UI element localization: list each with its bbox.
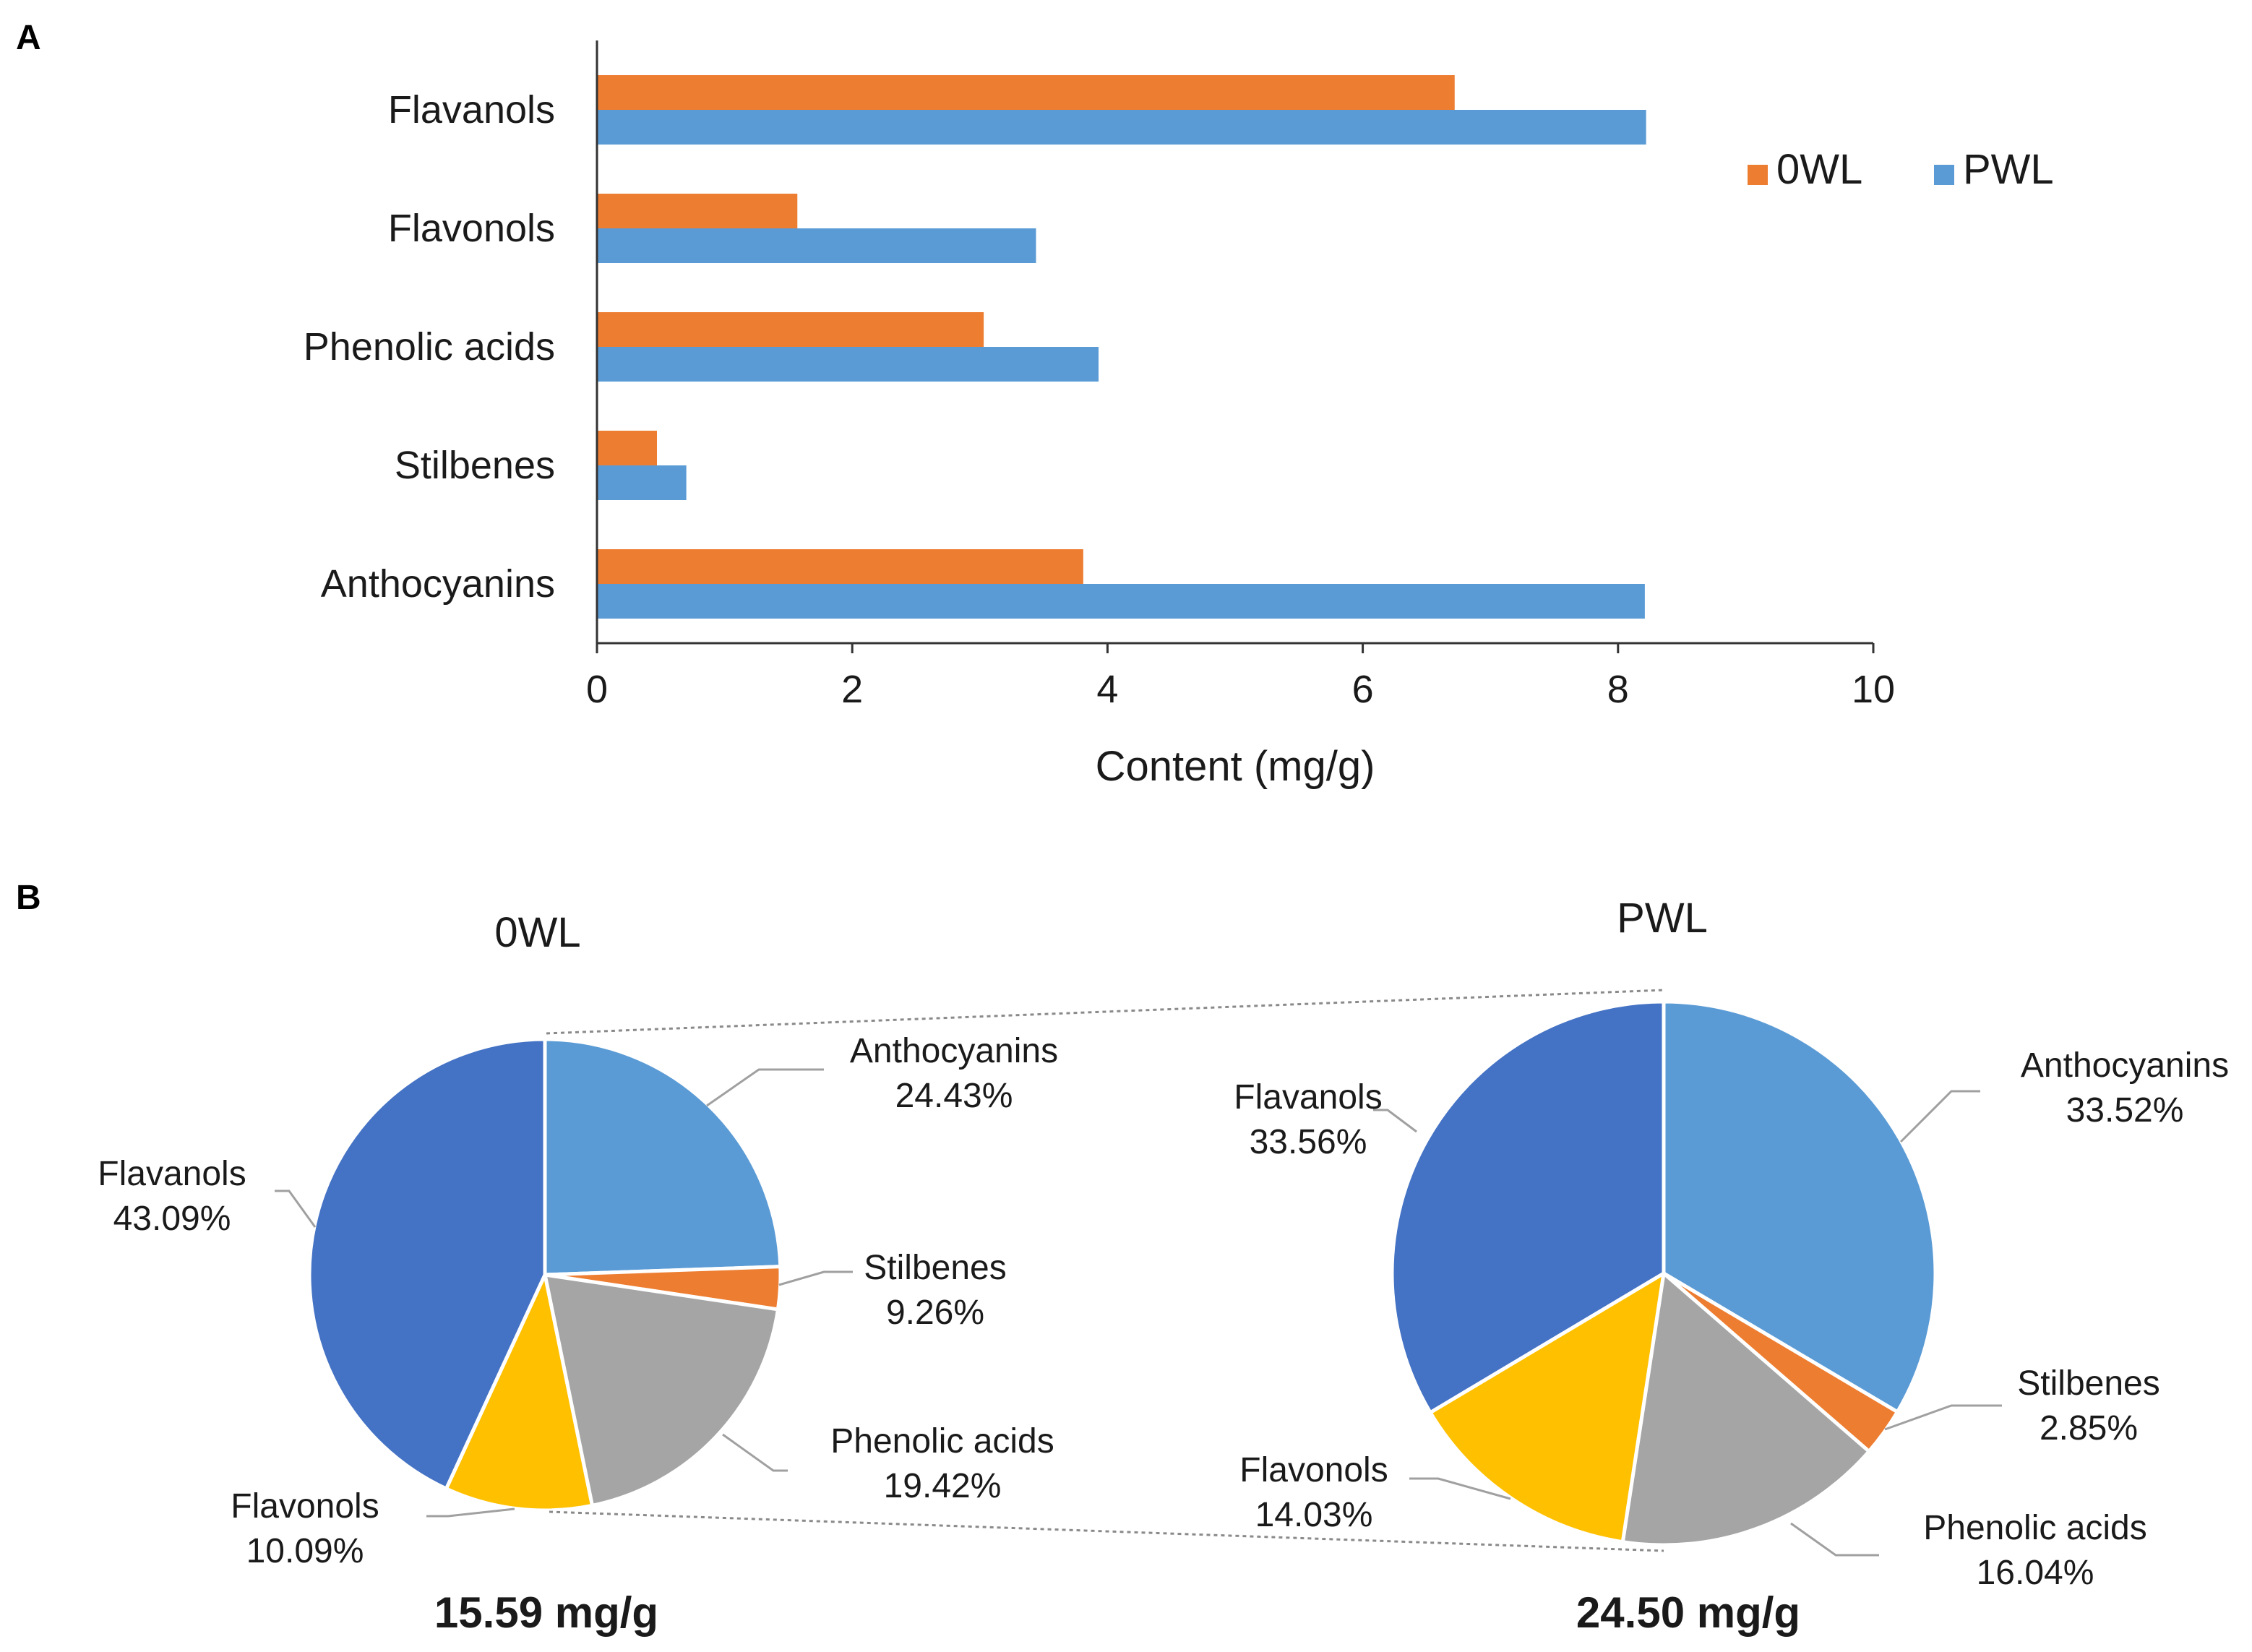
pie-total-pwl: 24.50 mg/g bbox=[1576, 1588, 1800, 1637]
leader-line-pwl-phenolic-acids bbox=[1790, 1522, 1879, 1557]
slice-percent-label: 9.26% bbox=[886, 1294, 984, 1332]
pie-slice-0wl-phenolic-acids bbox=[543, 1273, 780, 1507]
x-tick-label: 8 bbox=[1607, 668, 1629, 711]
bar-pwl-phenolic-acids bbox=[597, 347, 1099, 382]
pie-slice-pwl-phenolic-acids bbox=[1620, 1271, 1871, 1547]
x-tick-label: 2 bbox=[841, 668, 863, 711]
bar-chart: Flavanols Flavonols Phenolic acids Stilbene… bbox=[304, 40, 2054, 790]
bar-0wl-flavonols bbox=[597, 194, 798, 228]
bar-pwl-flavonols bbox=[597, 228, 1036, 263]
x-tick-label: 4 bbox=[1096, 668, 1118, 711]
x-tick-label: 6 bbox=[1352, 668, 1374, 711]
legend-label-0wl: 0WL bbox=[1776, 146, 1862, 193]
pie-title-0wl: 0WL bbox=[494, 909, 580, 956]
slice-percent-label: 43.09% bbox=[113, 1200, 231, 1238]
legend-swatch-0wl bbox=[1748, 165, 1768, 185]
connector-line-top bbox=[546, 989, 1664, 1035]
category-label: Flavanols bbox=[388, 88, 555, 132]
category-label: Phenolic acids bbox=[304, 325, 555, 369]
slice-name-label: Phenolic acids bbox=[830, 1422, 1054, 1460]
bar-pwl-anthocyanins bbox=[597, 584, 1645, 619]
panel-a-label: A bbox=[16, 19, 41, 57]
pie-title-pwl: PWL bbox=[1617, 895, 1708, 942]
pie-slice-pwl-flavanols bbox=[1390, 999, 1666, 1415]
leader-line-0wl-phenolic-acids bbox=[722, 1433, 788, 1472]
slice-name-label: Stilbenes bbox=[2017, 1364, 2159, 1403]
legend-label-pwl: PWL bbox=[1963, 146, 2054, 193]
pie-total-0wl: 15.59 mg/g bbox=[434, 1588, 658, 1637]
leader-line-0wl-stilbenes bbox=[778, 1270, 853, 1286]
leader-line-0wl-flavonols bbox=[426, 1507, 515, 1518]
slice-name-label: Stilbenes bbox=[864, 1249, 1006, 1287]
slice-name-label: Anthocyanins bbox=[2021, 1046, 2229, 1085]
category-label: Stilbenes bbox=[395, 444, 555, 487]
slice-name-label: Flavanols bbox=[98, 1155, 246, 1193]
bar-0wl-phenolic-acids bbox=[597, 312, 984, 347]
slice-name-label: Flavonols bbox=[231, 1487, 379, 1526]
category-label: Flavonols bbox=[388, 207, 555, 250]
bar-pwl-flavanols bbox=[597, 110, 1646, 145]
bar-0wl-flavanols bbox=[597, 75, 1455, 110]
leader-line-pwl-flavanols bbox=[1373, 1109, 1417, 1133]
pie-slice-0wl-anthocyanins bbox=[543, 1037, 783, 1277]
x-tick-label: 0 bbox=[586, 668, 608, 711]
bar-pwl-stilbenes bbox=[597, 465, 687, 500]
connector-line-bottom bbox=[549, 1510, 1664, 1552]
slice-name-label: Phenolic acids bbox=[1923, 1509, 2147, 1547]
pie-slice-pwl-flavonols bbox=[1428, 1271, 1666, 1544]
bar-0wl-anthocyanins bbox=[597, 549, 1083, 584]
slice-name-label: Flavonols bbox=[1239, 1451, 1388, 1489]
slice-percent-label: 16.04% bbox=[1977, 1554, 2094, 1592]
bar-0wl-stilbenes bbox=[597, 431, 658, 465]
slice-name-label: Flavanols bbox=[1234, 1078, 1382, 1117]
pie-slice-0wl-flavanols bbox=[307, 1037, 547, 1491]
slice-percent-label: 19.42% bbox=[884, 1467, 1002, 1505]
leader-line-pwl-stilbenes bbox=[1884, 1404, 2002, 1431]
legend-swatch-pwl bbox=[1934, 165, 1954, 185]
pie-slice-0wl-flavonols bbox=[444, 1273, 594, 1513]
pie-slice-pwl-anthocyanins bbox=[1662, 999, 1938, 1414]
x-tick-label: 10 bbox=[1852, 668, 1895, 711]
slice-percent-label: 14.03% bbox=[1255, 1496, 1373, 1534]
slice-percent-label: 10.09% bbox=[246, 1532, 364, 1570]
leader-line-0wl-anthocyanins bbox=[706, 1068, 824, 1107]
leader-line-0wl-flavanols bbox=[275, 1189, 317, 1228]
slice-percent-label: 24.43% bbox=[895, 1077, 1013, 1115]
category-label: Anthocyanins bbox=[321, 562, 555, 606]
leader-line-pwl-flavonols bbox=[1409, 1477, 1511, 1500]
panel-b-label: B bbox=[16, 879, 41, 917]
slice-percent-label: 33.56% bbox=[1250, 1123, 1367, 1161]
slice-percent-label: 33.52% bbox=[2066, 1091, 2184, 1130]
pie-charts: Anthocyanins 24.43% Stilbenes 9.26% Phenolic… bbox=[98, 895, 2229, 1637]
slice-name-label: Anthocyanins bbox=[850, 1032, 1058, 1070]
leader-line-pwl-anthocyanins bbox=[1899, 1090, 1980, 1143]
x-axis-title: Content (mg/g) bbox=[1096, 743, 1375, 790]
slice-percent-label: 2.85% bbox=[2040, 1409, 2138, 1447]
